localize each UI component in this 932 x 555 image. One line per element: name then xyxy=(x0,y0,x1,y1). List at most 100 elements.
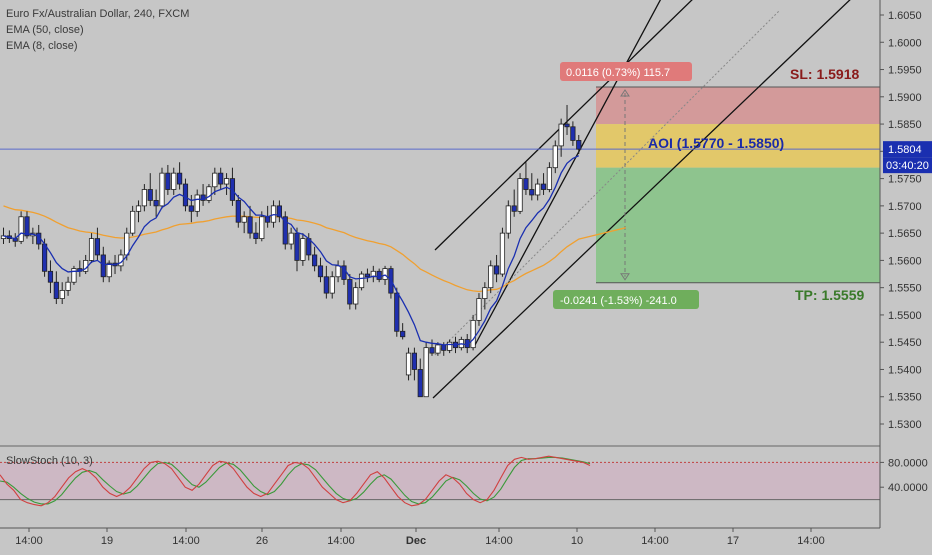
price-tick-label: 1.5650 xyxy=(888,228,922,240)
candle-body xyxy=(223,178,230,185)
time-tick-label: 14:00 xyxy=(641,535,669,547)
price-tick-label: 1.5950 xyxy=(888,65,922,77)
time-tick-label: 14:00 xyxy=(172,535,200,547)
candle-body xyxy=(529,189,535,196)
candle-body xyxy=(358,273,365,289)
candle-body xyxy=(153,200,159,207)
candle-body xyxy=(505,205,511,234)
candle-body xyxy=(364,273,371,278)
candle-body xyxy=(41,243,48,272)
time-tick-label: 14:00 xyxy=(797,535,825,547)
candle-body xyxy=(159,172,165,207)
sl-measure-text: 0.0116 (0.73%) 115.7 xyxy=(566,67,670,79)
candle-body xyxy=(499,232,506,275)
price-tick-label: 1.5900 xyxy=(888,92,922,104)
price-tick-label: 1.5550 xyxy=(888,283,922,295)
time-tick-label: 26 xyxy=(256,535,268,547)
measure-arrow-head-bottom xyxy=(620,273,630,281)
candle-body xyxy=(429,347,435,354)
time-tick-label: 14:00 xyxy=(327,535,355,547)
candles-layer[interactable] xyxy=(0,104,582,398)
countdown-value: 03:40:20 xyxy=(886,160,929,172)
candle-body xyxy=(18,216,24,242)
candle-body xyxy=(300,238,306,261)
candle-body xyxy=(405,352,412,376)
candle-body xyxy=(447,341,453,351)
candle-body xyxy=(511,205,517,212)
aoi-zone xyxy=(596,124,880,168)
candle-body xyxy=(218,172,224,185)
trend-lines[interactable] xyxy=(432,0,855,399)
price-tick-label: 1.5600 xyxy=(888,255,922,267)
candle-body xyxy=(470,319,476,349)
aoi-label: AOI (1.5770 - 1.5850) xyxy=(648,135,784,151)
candle-body xyxy=(517,178,523,212)
candle-body xyxy=(206,186,212,201)
candle-body xyxy=(59,289,65,299)
candle-body xyxy=(276,205,282,218)
legend: Euro Fx/Australian Dollar, 240, FXCM EMA… xyxy=(6,6,189,54)
candle-body xyxy=(540,183,547,190)
stoch-tick-label: 80.0000 xyxy=(888,457,928,469)
candle-body xyxy=(106,262,112,278)
candle-body xyxy=(0,235,7,239)
candle-body xyxy=(135,205,142,212)
candle-body xyxy=(441,344,447,351)
candle-body xyxy=(165,172,171,190)
legend-ema8: EMA (8, close) xyxy=(6,40,78,52)
time-axis[interactable]: 14:00 19 14:00 26 14:00 Dec 14:00 10 14:00 17 14:0… xyxy=(15,528,825,547)
candle-body xyxy=(53,281,59,299)
candle-body xyxy=(564,123,570,128)
sl-measure-box xyxy=(560,62,692,81)
legend-symbol: Euro Fx/Australian Dollar, 240, FXCM xyxy=(6,8,190,20)
price-tick-label: 1.6000 xyxy=(888,37,922,49)
candle-body xyxy=(147,189,153,201)
candle-body xyxy=(353,287,359,305)
ema50-line xyxy=(3,205,626,293)
stoch-layer xyxy=(0,455,591,507)
candle-body xyxy=(247,216,253,234)
candle-body xyxy=(265,216,271,223)
trend-line-upper xyxy=(434,0,693,251)
ema8-layer xyxy=(3,155,580,346)
candle-body xyxy=(182,183,189,207)
candle-body xyxy=(329,276,335,294)
time-tick-label: 17 xyxy=(727,535,739,547)
time-tick-label: 10 xyxy=(571,535,583,547)
candle-body xyxy=(558,123,564,147)
take-profit-zone xyxy=(596,167,880,283)
trend-line-lower xyxy=(432,0,851,399)
trend-line-dotted xyxy=(434,9,781,356)
time-tick-label: Dec xyxy=(406,535,426,547)
candle-body xyxy=(241,216,247,223)
candle-body xyxy=(411,352,418,370)
time-tick-label: 14:00 xyxy=(485,535,513,547)
measure-arrow-head-top xyxy=(620,89,630,97)
stoch-axis[interactable]: 80.0000 40.0000 xyxy=(880,457,928,494)
candle-body xyxy=(24,216,30,237)
price-tick-label: 1.6050 xyxy=(888,10,922,22)
candle-body xyxy=(188,205,194,212)
candle-body xyxy=(552,145,558,169)
price-tick-label: 1.5350 xyxy=(888,392,922,404)
candle-body xyxy=(317,265,324,278)
time-tick-label: 14:00 xyxy=(15,535,43,547)
candle-body xyxy=(47,270,54,283)
sl-label: SL: 1.5918 xyxy=(790,66,859,82)
price-tick-label: 1.5500 xyxy=(888,310,922,322)
candle-body xyxy=(171,172,177,190)
tp-measure-text: -0.0241 (-1.53%) -241.0 xyxy=(560,295,677,307)
price-tick-label: 1.5850 xyxy=(888,119,922,131)
stoch-tick-label: 40.0000 xyxy=(888,482,928,494)
candle-body xyxy=(382,268,388,280)
candle-body xyxy=(335,265,341,278)
candle-body xyxy=(546,167,553,190)
candle-body xyxy=(282,216,288,245)
countdown-tag xyxy=(883,157,932,174)
stoch-k-line xyxy=(0,455,591,507)
candle-body xyxy=(141,189,147,207)
candle-body xyxy=(376,270,382,280)
price-tick-label: 1.5750 xyxy=(888,174,922,186)
